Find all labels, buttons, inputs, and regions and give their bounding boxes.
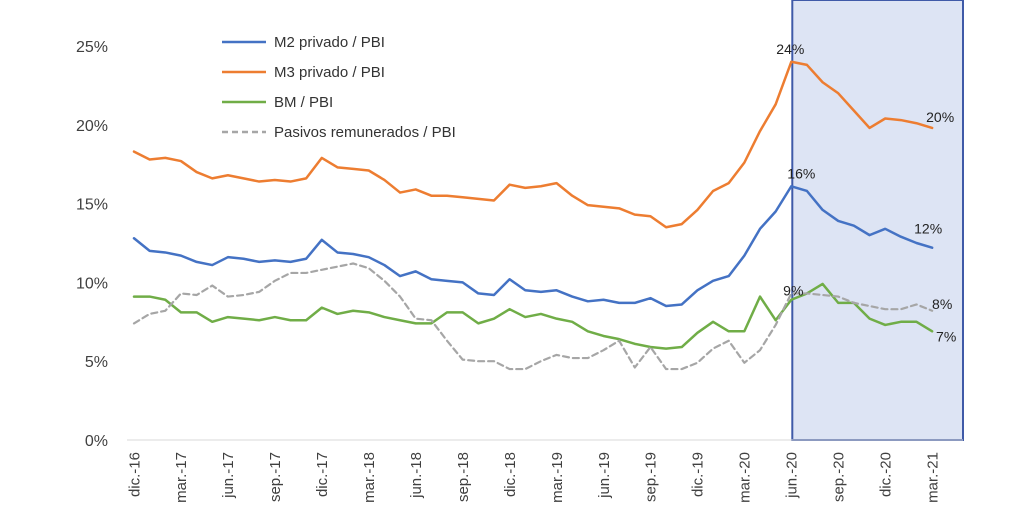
x-tick-label: mar.-19 [549, 452, 566, 503]
legend-label: M3 privado / PBI [274, 64, 385, 81]
legend-label: BM / PBI [274, 94, 333, 111]
x-tick-label: dic.-20 [877, 452, 894, 497]
data-label: 24% [776, 41, 804, 57]
y-tick-label: 15% [76, 197, 108, 214]
data-label: 20% [926, 109, 954, 125]
data-label: 9% [783, 283, 803, 299]
data-label: 7% [936, 328, 956, 344]
x-tick-label: jun.-20 [784, 452, 801, 499]
y-tick-label: 5% [85, 354, 108, 371]
x-tick-label: mar.-17 [173, 452, 190, 503]
x-tick-label: mar.-18 [361, 452, 378, 503]
series-line [132, 282, 934, 350]
x-tick-label: sep.-18 [455, 452, 472, 502]
data-label: 12% [914, 221, 942, 237]
legend-label: M2 privado / PBI [274, 34, 385, 51]
x-tick-label: dic.-17 [314, 452, 331, 497]
series-line [132, 262, 934, 371]
x-tick-label: jun.-18 [408, 452, 425, 499]
x-tick-label: sep.-20 [831, 452, 848, 502]
x-tick-label: mar.-20 [737, 452, 754, 503]
data-label: 8% [932, 296, 952, 312]
y-tick-label: 0% [85, 433, 108, 450]
y-tick-label: 10% [76, 275, 108, 292]
x-tick-label: dic.-19 [690, 452, 707, 497]
series-line [132, 60, 934, 229]
y-tick-label: 25% [76, 39, 108, 56]
x-tick-label: dic.-16 [126, 452, 143, 497]
data-label: 16% [787, 165, 815, 181]
x-tick-label: sep.-19 [643, 452, 660, 502]
x-tick-label: dic.-18 [502, 452, 519, 497]
x-tick-label: sep.-17 [267, 452, 284, 502]
x-tick-label: jun.-17 [220, 452, 237, 499]
y-tick-label: 20% [76, 118, 108, 135]
x-tick-label: mar.-21 [924, 452, 941, 503]
highlight-region [791, 0, 964, 441]
series-line [132, 185, 934, 308]
legend-label: Pasivos remunerados / PBI [274, 124, 456, 141]
x-tick-label: jun.-19 [596, 452, 613, 499]
